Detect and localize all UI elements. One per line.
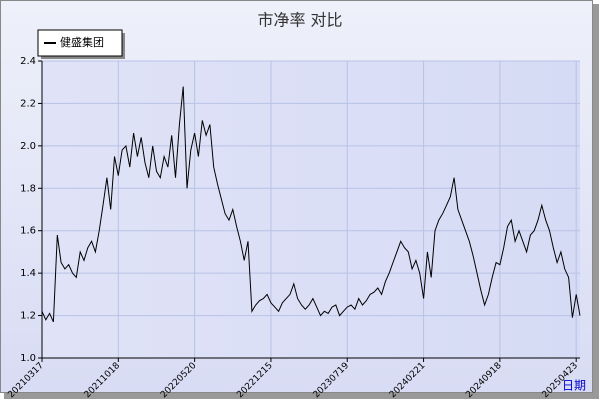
legend-label: 健盛集团	[60, 35, 104, 49]
y-tick-label: 2.4	[20, 56, 36, 67]
x-axis-label: 日期	[562, 379, 586, 393]
series-line	[41, 86, 581, 323]
chart-title: 市净率 对比	[257, 11, 342, 30]
y-tick-label: 1.8	[20, 183, 36, 194]
y-tick-label: 2.0	[20, 141, 36, 152]
shadow	[593, 4, 599, 398]
y-tick-label: 1.6	[20, 226, 36, 237]
shadow	[4, 393, 599, 399]
y-tick-label: 1.2	[20, 311, 36, 322]
y-tick-label: 2.2	[20, 98, 36, 109]
y-tick-label: 1.0	[20, 353, 36, 364]
legend: 健盛集团	[37, 29, 123, 57]
plot-area	[42, 61, 580, 358]
y-tick-label: 1.4	[20, 268, 36, 279]
